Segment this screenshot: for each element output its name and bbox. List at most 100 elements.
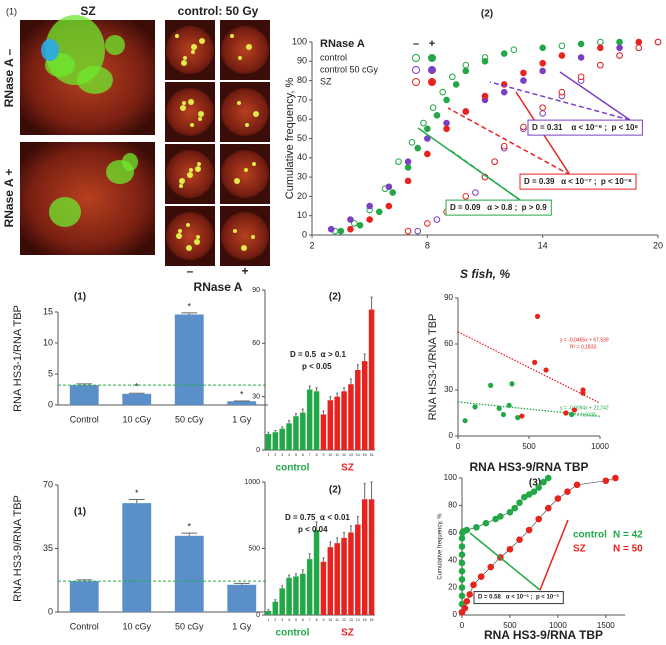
x-tick-label: 10 cGy: [122, 621, 151, 631]
fluorescent-spot: [195, 166, 201, 172]
annotation-arrow: [540, 520, 568, 590]
fluorescent-spot: [179, 178, 185, 184]
x-tick-label: 50 cGy: [175, 621, 204, 631]
point: [462, 605, 468, 611]
x-tick-label: 5: [295, 618, 297, 622]
significance-mark: *: [135, 488, 139, 498]
point: [396, 159, 402, 165]
x-tick-label: 15: [363, 618, 367, 622]
point: [636, 39, 642, 45]
fluorescent-spot: [186, 223, 190, 227]
fluorescent-spot: [183, 56, 187, 60]
point: [405, 228, 411, 234]
point: [488, 383, 493, 388]
fluorescent-spot: [77, 66, 113, 94]
point: [532, 360, 537, 365]
y-tick-label: 30: [252, 394, 260, 401]
x-tick-label: 1: [267, 618, 269, 622]
bar: [293, 576, 299, 615]
x-tick-label: 16: [370, 618, 374, 622]
point: [580, 387, 585, 392]
fluorescent-spot: [196, 235, 200, 239]
point: [405, 159, 411, 165]
point: [517, 500, 523, 506]
fluorescent-spot: [122, 153, 138, 171]
y-tick-label: 60: [444, 339, 453, 348]
chart-title: (2): [481, 9, 493, 20]
point: [459, 535, 465, 541]
bar: [70, 581, 99, 612]
point: [376, 209, 382, 215]
x-tick-label: 13: [349, 618, 353, 622]
point: [545, 475, 551, 481]
y-axis-label: RNA HS3-9/RNA TBP: [12, 495, 24, 602]
x-tick-label: 10: [328, 453, 332, 457]
bar: [286, 423, 292, 450]
point: [488, 564, 494, 570]
point: [463, 109, 469, 115]
x-tick-label: 10 cGy: [122, 414, 151, 424]
point: [440, 89, 446, 95]
fluorescent-spot: [198, 111, 204, 117]
point: [578, 41, 584, 47]
x-tick-label: Control: [70, 414, 99, 424]
y-tick-label: 30: [444, 385, 453, 394]
point: [444, 126, 450, 132]
x-tick-label: 6: [302, 618, 304, 622]
bar: [314, 391, 320, 450]
point: [386, 184, 392, 190]
y-axis-label: RNA HS3-1/RNA TBP: [12, 305, 24, 412]
bar: [355, 525, 361, 615]
x-tick-label: 11: [335, 618, 339, 622]
image-title: control: 50 Gy: [178, 4, 259, 18]
fluorescent-spot: [175, 34, 179, 38]
point: [453, 82, 459, 88]
point: [328, 226, 334, 232]
point: [559, 53, 565, 59]
x-tick-label: 9: [322, 453, 324, 457]
legend-column: –: [413, 38, 419, 50]
fluorescent-spot: [252, 162, 256, 166]
point: [578, 74, 584, 80]
fluorescent-spot: [198, 117, 202, 121]
y-axis-label: RNA HS3-1/RNA TBP: [427, 314, 439, 421]
chart-title: (1): [74, 292, 86, 303]
fluorescent-spot: [244, 168, 248, 172]
annotation: D = 0.31 α < 10⁻⁶ ; p < 10⁸: [532, 123, 638, 132]
y-tick-label: 15: [43, 306, 53, 316]
x-tick-label: 3: [281, 453, 283, 457]
point: [498, 514, 504, 520]
x-tick-label: Control: [70, 621, 99, 631]
point: [521, 124, 527, 130]
cell: [166, 212, 214, 260]
fluorescent-spot: [105, 35, 125, 55]
point: [425, 221, 431, 227]
point: [501, 143, 507, 149]
point: [367, 203, 373, 209]
bar: [348, 533, 354, 615]
fluorescent-spot: [188, 99, 194, 105]
point: [467, 592, 473, 598]
point: [348, 217, 354, 223]
x-tick-label: 20: [653, 240, 663, 250]
legend-count: N = 42: [613, 530, 643, 541]
legend-title: RNase A: [320, 38, 365, 50]
annotation: D = 0.5 ⍺ > 0.1: [290, 350, 347, 359]
point: [574, 482, 580, 488]
fluorescent-spot: [230, 34, 234, 38]
y-tick-label: 0: [256, 447, 260, 454]
point: [459, 585, 465, 591]
bar: [348, 384, 354, 450]
annotation-arrow: [450, 150, 520, 200]
x-tick-label: 50 cGy: [175, 414, 204, 424]
point: [415, 228, 421, 234]
point: [367, 217, 373, 223]
y-tick-label: 35: [43, 543, 53, 553]
x-tick-label: 3: [281, 618, 283, 622]
point: [636, 45, 642, 51]
point: [348, 226, 354, 232]
point: [555, 496, 561, 502]
point: [519, 413, 524, 418]
point: [464, 599, 470, 605]
annotation-arrow: [448, 108, 570, 175]
